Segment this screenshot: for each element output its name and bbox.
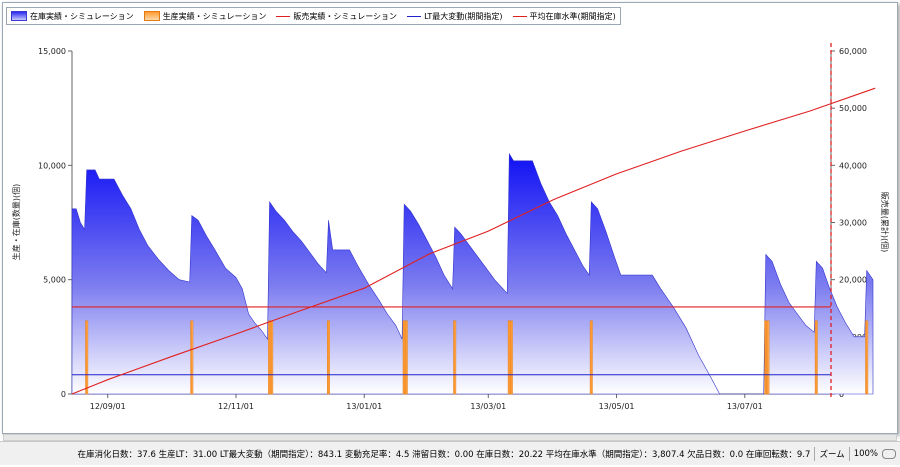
production-bar	[814, 320, 818, 395]
legend-swatch-production	[143, 11, 160, 21]
y-tick-label: 15,000	[38, 47, 66, 56]
zoom-slider-icon[interactable]	[882, 448, 896, 459]
production-bar	[453, 320, 457, 395]
y2-tick-label: 60,000	[839, 47, 867, 56]
status-bar: 在庫消化日数：37.6 生産LT：31.00 LT最大変動（期間指定）：843.…	[0, 441, 900, 465]
production-bar	[766, 320, 770, 395]
legend-item-production: 生産実績・シミュレーション	[143, 11, 267, 22]
status-summary: 在庫消化日数：37.6 生産LT：31.00 LT最大変動（期間指定）：843.…	[77, 449, 811, 460]
production-bar	[270, 320, 274, 395]
horizontal-scrollbar[interactable]	[3, 434, 897, 441]
legend-swatch-sales	[276, 15, 291, 17]
legend-label-inventory: 在庫実績・シミュレーション	[30, 11, 134, 21]
zoom-label: ズーム	[819, 449, 845, 460]
production-bar	[327, 320, 330, 395]
y-tick-label: 10,000	[38, 161, 66, 170]
status-separator	[814, 446, 816, 461]
sales-cumulative-line	[71, 87, 876, 395]
legend-label-sales: 販売実績・シミュレーション	[293, 11, 398, 21]
x-tick-label: 12/09/01	[90, 402, 126, 411]
chart-legend: 在庫実績・シミュレーション 生産実績・シミュレーション 販売実績・シミュレーショ…	[6, 7, 621, 25]
legend-label-avg-inventory: 平均在庫水準(期間指定)	[529, 11, 616, 21]
x-tick-label: 13/01/01	[346, 402, 382, 411]
x-tick-label: 13/07/01	[727, 402, 763, 411]
production-bar	[404, 320, 408, 395]
y2-tick-label: 0	[839, 390, 844, 399]
inventory-chart: 05,00010,00015,000010,00020,00030,00040,…	[11, 43, 890, 411]
y-tick-label: 5,000	[43, 276, 66, 285]
legend-swatch-avg-inventory	[512, 15, 527, 17]
production-bar	[865, 320, 869, 395]
status-separator	[848, 446, 850, 461]
legend-label-lt-max: LT最大変動(期間指定)	[424, 11, 503, 21]
y2-tick-label: 50,000	[839, 104, 867, 113]
production-bar	[509, 320, 513, 395]
y-tick-label: 0	[61, 390, 66, 399]
zoom-value: 100%	[853, 448, 878, 459]
x-tick-label: 13/05/01	[599, 402, 635, 411]
y2-tick-label: 20,000	[839, 276, 867, 285]
legend-item-inventory: 在庫実績・シミュレーション	[11, 11, 134, 22]
y2-tick-label: 30,000	[839, 219, 867, 228]
production-bar	[589, 320, 593, 395]
y2-tick-label: 40,000	[839, 161, 867, 170]
production-bar	[85, 320, 89, 395]
legend-swatch-inventory	[11, 11, 27, 21]
y-axis-title: 生産・在庫(数量)(個)	[11, 184, 21, 260]
legend-item-sales: 販売実績・シミュレーション	[276, 11, 397, 22]
production-bar	[190, 320, 194, 395]
legend-swatch-lt-max	[407, 15, 422, 17]
x-tick-label: 12/11/01	[218, 402, 254, 411]
legend-item-lt-max: LT最大変動(期間指定)	[407, 11, 503, 22]
legend-label-production: 生産実績・シミュレーション	[162, 11, 267, 21]
legend-item-avg-inventory: 平均在庫水準(期間指定)	[512, 11, 616, 22]
x-tick-label: 13/03/01	[470, 402, 506, 411]
y2-axis-title: 販売量(累計)(個)	[880, 192, 890, 252]
